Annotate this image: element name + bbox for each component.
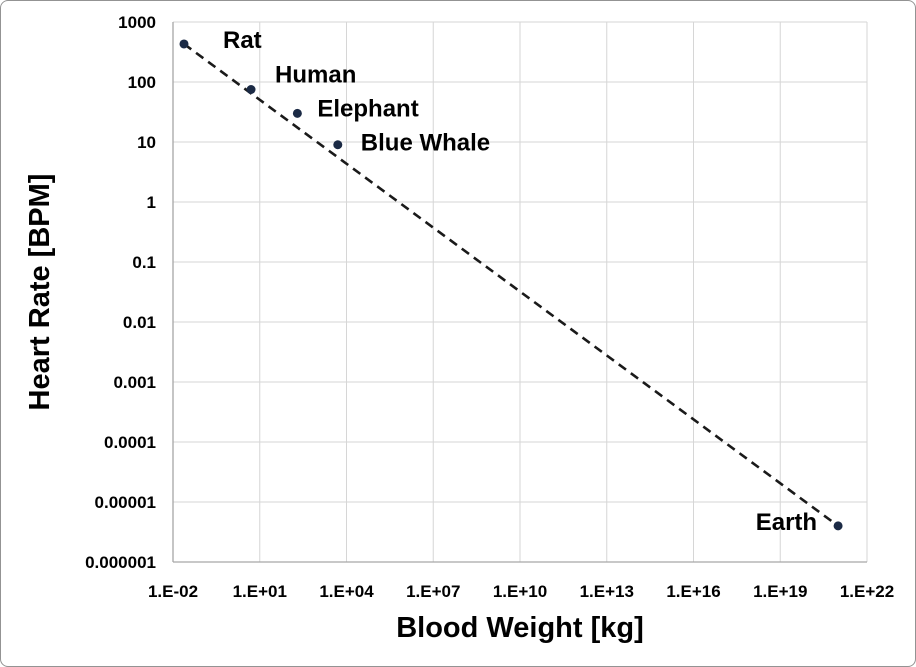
y-axis-title: Heart Rate [BPM]: [24, 174, 56, 411]
point-label-rat: Rat: [223, 27, 262, 54]
y-tick-label: 1000: [118, 13, 156, 32]
gridlines: [172, 21, 868, 563]
data-point-human: [246, 84, 256, 94]
x-tick-label: 1.E+19: [753, 582, 807, 601]
data-series: Rat Human Elephant Blue Whale Earth: [179, 27, 843, 536]
y-tick-label: 10: [137, 133, 156, 152]
x-tick-label: 1.E+01: [233, 582, 287, 601]
data-point-elephant: [292, 108, 302, 118]
y-tick-label: 0.001: [113, 373, 156, 392]
y-tick-label: 1: [147, 193, 156, 212]
x-tick-label: 1.E+16: [666, 582, 720, 601]
data-point-earth: [833, 521, 843, 531]
y-tick-label: 0.1: [132, 253, 156, 272]
x-tick-label: 1.E+22: [840, 582, 894, 601]
data-point-blue-whale: [333, 140, 343, 150]
point-label-elephant: Elephant: [317, 95, 418, 122]
y-tick-label: 0.0001: [104, 433, 156, 452]
axes: [172, 22, 867, 563]
trendline: [183, 42, 839, 527]
point-label-earth: Earth: [756, 509, 817, 536]
y-tick-label: 100: [128, 73, 156, 92]
tick-labels: 1000 100 10 1 0.1 0.01 0.001 0.0001 0.00001 0.000…: [85, 13, 894, 601]
x-tick-label: 1.E+07: [406, 582, 460, 601]
point-label-human: Human: [275, 61, 356, 88]
x-tick-label: 1.E+04: [319, 582, 374, 601]
y-tick-label: 0.000001: [85, 553, 156, 572]
y-tick-label: 0.01: [123, 313, 156, 332]
data-point-rat: [179, 39, 189, 49]
x-tick-label: 1.E+13: [580, 582, 634, 601]
x-axis-title: Blood Weight [kg]: [396, 612, 644, 644]
point-label-blue-whale: Blue Whale: [361, 130, 490, 157]
x-tick-label: 1.E+10: [493, 582, 547, 601]
y-tick-label: 0.00001: [95, 493, 156, 512]
x-tick-label: 1.E-02: [148, 582, 198, 601]
